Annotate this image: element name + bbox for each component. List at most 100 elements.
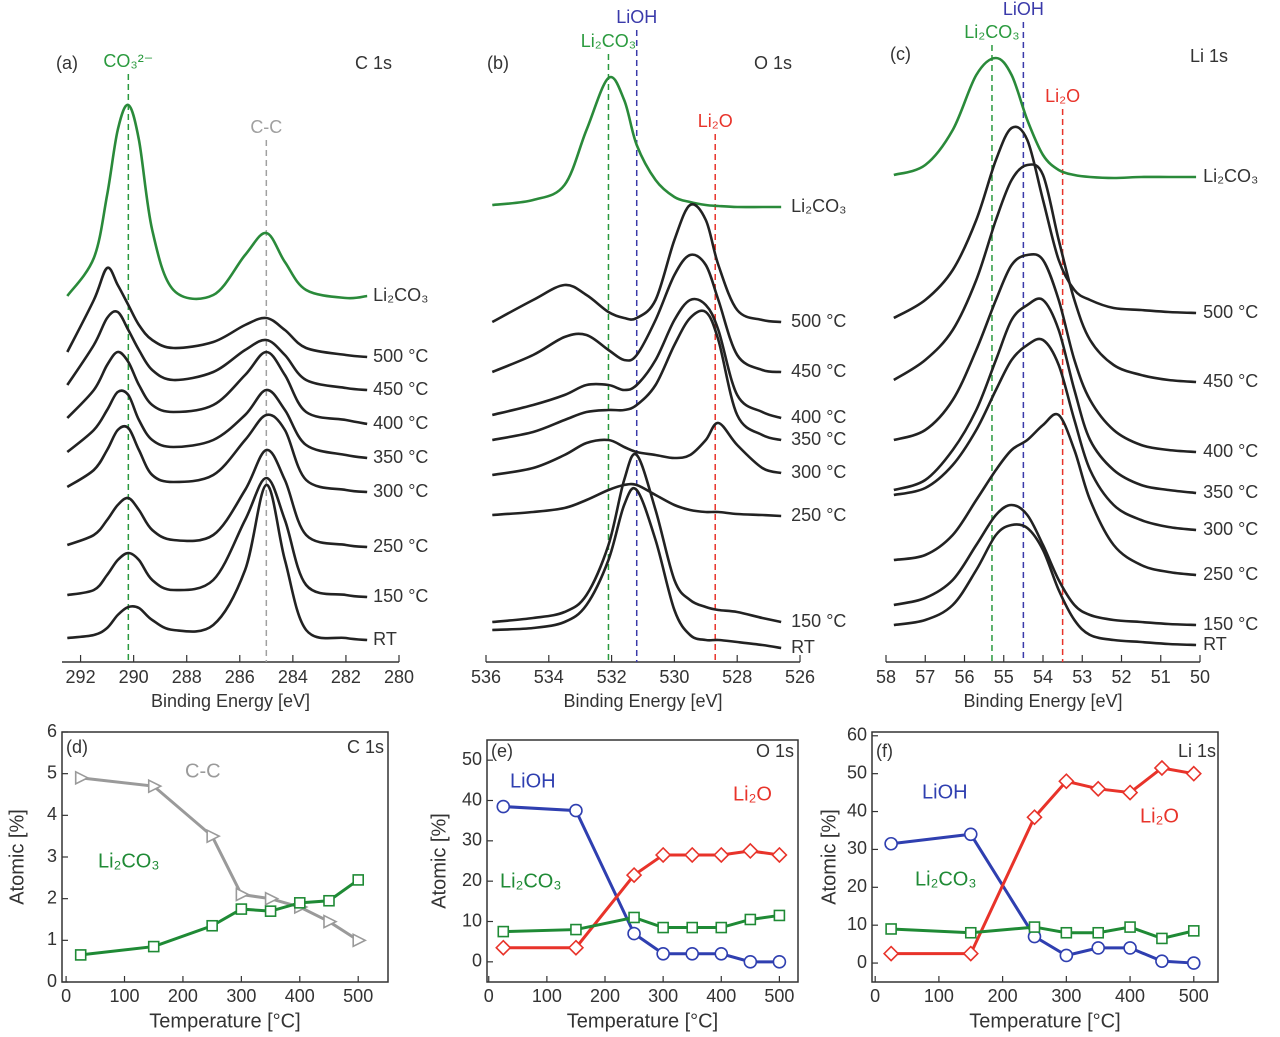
x-tick-label: 58 xyxy=(876,667,896,687)
x-tick-label: 530 xyxy=(659,667,689,687)
x-tick-label: 288 xyxy=(172,667,202,687)
x-tick-label: 0 xyxy=(870,986,880,1006)
x-axis-label: Temperature [°C] xyxy=(969,1010,1120,1032)
x-axis-label: Binding Energy [eV] xyxy=(563,691,722,711)
x-tick-label: 56 xyxy=(954,667,974,687)
spectrum-line xyxy=(893,252,1197,454)
curve-label: 300 °C xyxy=(1203,519,1258,539)
curve-label: RT xyxy=(1203,634,1227,654)
spectrum-line xyxy=(893,125,1197,320)
panel-title: C 1s xyxy=(355,53,392,73)
data-point xyxy=(964,926,977,939)
spectrum-line xyxy=(893,337,1197,532)
panel-title: Li 1s xyxy=(1190,46,1228,66)
data-point xyxy=(715,921,728,934)
panel-label: (c) xyxy=(890,44,911,64)
spectrum-line xyxy=(66,448,368,549)
x-tick-label: 400 xyxy=(285,986,315,1006)
plot-frame xyxy=(486,739,799,983)
data-point xyxy=(686,921,699,934)
curve-label: 400 °C xyxy=(791,407,846,427)
curve-label: 250 °C xyxy=(1203,564,1258,584)
series-label: Li₂CO₃ xyxy=(500,870,561,892)
curve-label: 300 °C xyxy=(373,481,428,501)
spectrum-line xyxy=(492,421,782,477)
plot-frame xyxy=(871,731,1219,983)
data-point xyxy=(1153,759,1171,777)
panel-title: C 1s xyxy=(347,737,384,757)
curve-label: 400 °C xyxy=(1203,441,1258,461)
reference-label: Li₂O xyxy=(698,111,733,131)
x-tick-label: 526 xyxy=(785,667,815,687)
curve-label: 350 °C xyxy=(373,447,428,467)
spectrum-line xyxy=(893,503,1197,627)
y-tick-label: 1 xyxy=(47,929,57,949)
reference-label: LiOH xyxy=(616,7,657,27)
x-axis-label: Temperature [°C] xyxy=(567,1010,718,1032)
x-tick-label: 280 xyxy=(384,667,414,687)
panel-label: (d) xyxy=(66,737,88,757)
y-tick-label: 0 xyxy=(47,971,57,991)
spectrum-line xyxy=(893,523,1197,647)
x-axis-label: Temperature [°C] xyxy=(149,1010,300,1032)
reference-label: Li₂CO₃ xyxy=(581,31,636,51)
spectrum-line xyxy=(893,56,1197,180)
curve-label: 500 °C xyxy=(373,346,428,366)
spectrum-line xyxy=(66,350,368,426)
data-point xyxy=(713,846,730,864)
data-line xyxy=(503,913,780,934)
data-point xyxy=(570,923,582,936)
data-point xyxy=(884,836,898,851)
data-line xyxy=(891,925,1195,941)
data-point xyxy=(1186,956,1201,970)
curve-label: 250 °C xyxy=(791,505,846,525)
spectrum-line xyxy=(66,103,368,301)
x-tick-label: 282 xyxy=(331,667,361,687)
x-tick-label: 55 xyxy=(994,667,1014,687)
x-tick-label: 57 xyxy=(915,667,935,687)
data-point xyxy=(685,946,700,961)
curve-label: 450 °C xyxy=(1203,371,1258,391)
data-point xyxy=(772,955,787,969)
data-point xyxy=(206,828,221,844)
data-point xyxy=(235,903,248,915)
y-tick-label: 3 xyxy=(47,846,57,866)
panel-label: (f) xyxy=(876,741,893,761)
y-tick-label: 0 xyxy=(472,951,482,971)
y-tick-label: 60 xyxy=(847,725,867,745)
data-point xyxy=(1090,780,1107,797)
y-axis-label: Atomic [%] xyxy=(6,809,28,905)
data-point xyxy=(1092,926,1105,939)
data-point xyxy=(352,933,367,948)
spectrum-line xyxy=(893,412,1197,577)
data-point xyxy=(1058,773,1075,790)
spectrum-line xyxy=(893,163,1197,384)
y-tick-label: 20 xyxy=(462,870,482,890)
data-point xyxy=(1059,948,1074,963)
x-tick-label: 0 xyxy=(61,986,71,1006)
reference-label: C-C xyxy=(250,117,282,137)
curve-label: Li₂CO₃ xyxy=(1203,166,1258,186)
data-point xyxy=(497,925,510,938)
spectrum-line xyxy=(491,202,782,324)
data-point xyxy=(656,946,670,961)
reference-label: Li₂O xyxy=(1045,86,1080,106)
curve-label: Li₂CO₃ xyxy=(791,196,846,216)
data-point xyxy=(655,846,672,864)
y-tick-label: 40 xyxy=(462,789,482,809)
data-point xyxy=(1156,932,1168,945)
spectrum-line xyxy=(66,310,368,392)
spectrum-line xyxy=(66,266,368,359)
x-axis-label: Binding Energy [eV] xyxy=(151,691,310,711)
data-point xyxy=(744,913,757,926)
x-tick-label: 286 xyxy=(225,667,255,687)
series-label: Li₂CO₃ xyxy=(915,868,976,890)
data-point xyxy=(1028,921,1041,933)
data-point xyxy=(771,846,788,864)
data-point xyxy=(885,923,897,935)
x-tick-label: 534 xyxy=(534,667,564,687)
data-point xyxy=(1155,954,1169,968)
x-tick-label: 100 xyxy=(109,986,139,1006)
data-point xyxy=(963,827,978,842)
